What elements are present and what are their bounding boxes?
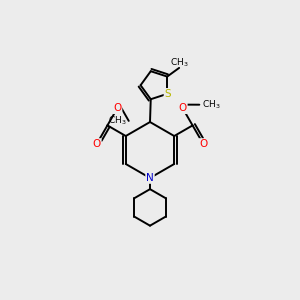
Text: CH$_3$: CH$_3$: [202, 98, 220, 111]
Text: O: O: [92, 139, 101, 149]
Text: O: O: [113, 103, 122, 113]
Text: N: N: [146, 173, 154, 183]
Text: O: O: [178, 103, 187, 113]
Text: CH$_3$: CH$_3$: [170, 56, 188, 69]
Text: O: O: [199, 139, 208, 149]
Text: CH$_3$: CH$_3$: [108, 115, 126, 127]
Text: S: S: [164, 89, 171, 99]
